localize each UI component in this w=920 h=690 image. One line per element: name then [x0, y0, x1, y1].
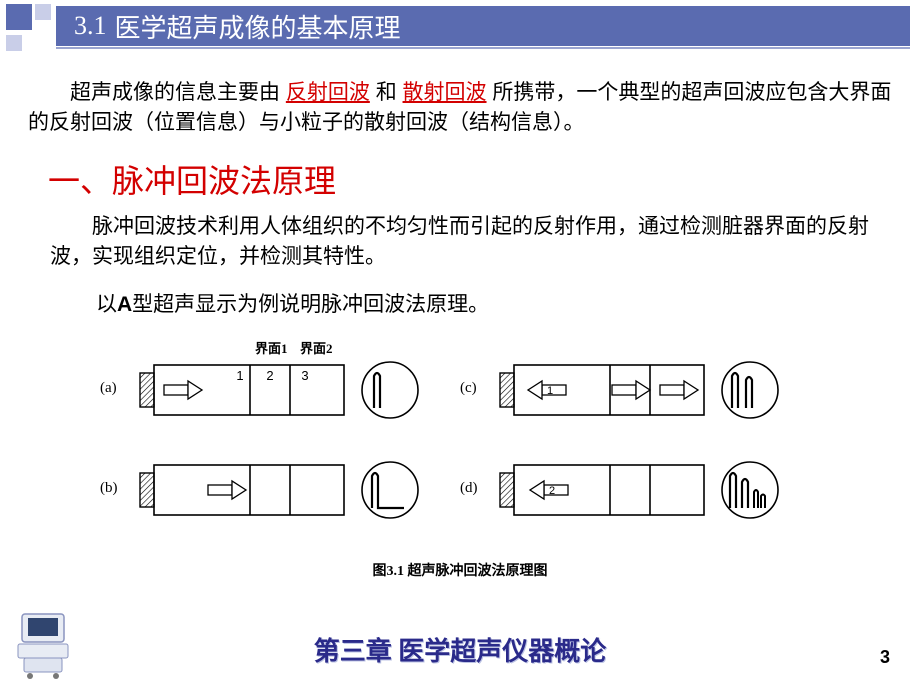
- interface-label-2: 界面2: [300, 338, 333, 357]
- svg-text:2: 2: [549, 485, 555, 497]
- interface-label-1: 界面1: [255, 338, 288, 357]
- intro-paragraph: 超声成像的信息主要由 反射回波 和 散射回波 所携带，一个典型的超声回波应包含大…: [28, 78, 892, 139]
- keyword-scatter: 散射回波: [403, 81, 487, 104]
- subheading-1: 一、脉冲回波法原理: [48, 156, 336, 202]
- diagram-svg: 1 2 3 1: [130, 340, 790, 540]
- section-number: 3.1: [74, 11, 107, 41]
- page-number: 3: [880, 647, 890, 668]
- principle-paragraph: 脉冲回波技术利用人体组织的不均匀性而引起的反射作用，通过检测脏器界面的反射波，实…: [50, 212, 892, 273]
- intro-pre: 超声成像的信息主要由: [70, 81, 280, 104]
- svg-text:3: 3: [301, 368, 308, 383]
- row-label-c: (c): [460, 380, 477, 397]
- svg-text:1: 1: [547, 385, 553, 397]
- chapter-footer: 第三章 医学超声仪器概论: [0, 631, 920, 668]
- deco-square-large: [6, 4, 32, 30]
- example-paragraph: 以A型超声显示为例说明脉冲回波法原理。: [96, 290, 892, 320]
- row-label-b: (b): [100, 480, 118, 497]
- p3-pre: 以: [96, 293, 117, 316]
- deco-square-top: [35, 4, 51, 20]
- deco-square-left: [6, 35, 22, 51]
- section-title: 医学超声成像的基本原理: [115, 8, 401, 45]
- svg-text:2: 2: [266, 368, 273, 383]
- title-underline: [56, 47, 910, 49]
- row-label-a: (a): [100, 380, 117, 397]
- intro-mid: 和: [376, 81, 397, 104]
- figure-caption: 图3.1 超声脉冲回波法原理图: [0, 560, 920, 580]
- svg-text:1: 1: [236, 368, 243, 383]
- section-title-bar: 3.1 医学超声成像的基本原理: [56, 6, 910, 46]
- keyword-reflection: 反射回波: [286, 81, 370, 104]
- row-label-d: (d): [460, 480, 478, 497]
- p3-post: 型超声显示为例说明脉冲回波法原理。: [132, 293, 489, 316]
- p3-bold: A: [117, 293, 132, 316]
- figure-3-1: 界面1 界面2 (a) (b) (c) (d): [130, 340, 790, 560]
